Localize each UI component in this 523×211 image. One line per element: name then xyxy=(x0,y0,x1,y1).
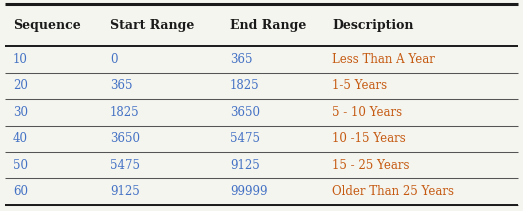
Text: End Range: End Range xyxy=(230,19,306,32)
Text: 9125: 9125 xyxy=(230,159,260,172)
Text: 10 -15 Years: 10 -15 Years xyxy=(332,132,406,145)
Text: 10: 10 xyxy=(13,53,28,66)
Text: 60: 60 xyxy=(13,185,28,198)
Text: Start Range: Start Range xyxy=(110,19,194,32)
Text: Sequence: Sequence xyxy=(13,19,81,32)
Text: 15 - 25 Years: 15 - 25 Years xyxy=(332,159,410,172)
Text: 3650: 3650 xyxy=(110,132,140,145)
Text: 1825: 1825 xyxy=(230,80,260,92)
Text: 0: 0 xyxy=(110,53,117,66)
Text: 1-5 Years: 1-5 Years xyxy=(332,80,387,92)
Text: 30: 30 xyxy=(13,106,28,119)
Text: 5 - 10 Years: 5 - 10 Years xyxy=(332,106,402,119)
Text: Older Than 25 Years: Older Than 25 Years xyxy=(332,185,454,198)
Text: 5475: 5475 xyxy=(230,132,260,145)
Text: 20: 20 xyxy=(13,80,28,92)
Text: Description: Description xyxy=(332,19,414,32)
Text: 9125: 9125 xyxy=(110,185,140,198)
Text: 365: 365 xyxy=(230,53,253,66)
Text: 365: 365 xyxy=(110,80,132,92)
Text: 3650: 3650 xyxy=(230,106,260,119)
Text: 40: 40 xyxy=(13,132,28,145)
Text: 5475: 5475 xyxy=(110,159,140,172)
Text: Less Than A Year: Less Than A Year xyxy=(332,53,435,66)
Text: 99999: 99999 xyxy=(230,185,268,198)
Text: 1825: 1825 xyxy=(110,106,140,119)
Text: 50: 50 xyxy=(13,159,28,172)
